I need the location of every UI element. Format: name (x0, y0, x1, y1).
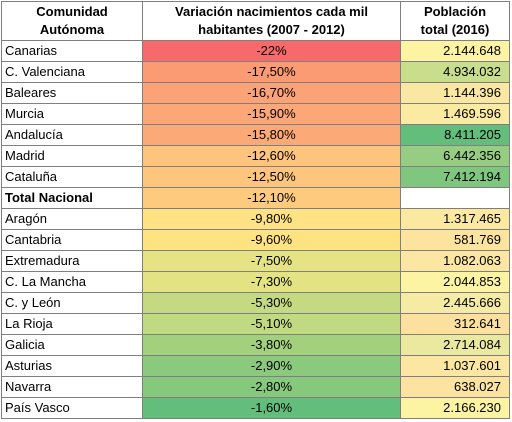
cell-variacion: -12,60% (142, 145, 401, 167)
table-body: Canarias -22% 2.144.648 C. Valenciana -17,50… (1, 40, 510, 419)
table-row: Canarias -22% 2.144.648 (1, 40, 510, 62)
cell-variacion: -1,60% (142, 397, 401, 419)
cell-poblacion: 581.769 (400, 229, 510, 251)
cell-poblacion: 638.027 (400, 376, 510, 398)
table-row: País Vasco -1,60% 2.166.230 (1, 397, 510, 419)
cell-variacion: -15,80% (142, 124, 401, 146)
cell-poblacion: 8.411.205 (400, 124, 510, 146)
header-comunidad: Comunidad Autónoma (1, 1, 143, 41)
table-row: Extremadura -7,50% 1.082.063 (1, 250, 510, 272)
header-poblacion: Población total (2016) (400, 1, 510, 41)
cell-variacion: -9,60% (142, 229, 401, 251)
cell-variacion: -5,30% (142, 292, 401, 314)
cell-comunidad: Murcia (1, 103, 143, 125)
cell-comunidad: País Vasco (1, 397, 143, 419)
header-row: Comunidad Autónoma Variación nacimientos … (1, 1, 510, 41)
cell-comunidad: C. y León (1, 292, 143, 314)
cell-comunidad: Extremadura (1, 250, 143, 272)
table-row: La Rioja -5,10% 312.641 (1, 313, 510, 335)
header-poblacion-text: Población total (2016) (420, 4, 490, 37)
cell-poblacion: 1.469.596 (400, 103, 510, 125)
cell-comunidad: Andalucía (1, 124, 143, 146)
cell-poblacion: 2.044.853 (400, 271, 510, 293)
cell-variacion: -7,30% (142, 271, 401, 293)
cell-comunidad: C. La Mancha (1, 271, 143, 293)
cell-poblacion: 7.412.194 (400, 166, 510, 188)
header-variacion: Variación nacimientos cada mil habitantes… (142, 1, 401, 41)
table-row: Asturias -2,90% 1.037.601 (1, 355, 510, 377)
cell-poblacion: 2.144.648 (400, 40, 510, 62)
cell-poblacion (400, 187, 510, 209)
cell-poblacion: 1.082.063 (400, 250, 510, 272)
cell-comunidad: La Rioja (1, 313, 143, 335)
cell-variacion: -7,50% (142, 250, 401, 272)
cell-variacion: -5,10% (142, 313, 401, 335)
header-variacion-text: Variación nacimientos cada mil habitantes… (175, 4, 368, 37)
cell-variacion: -9,80% (142, 208, 401, 230)
cell-poblacion: 1.037.601 (400, 355, 510, 377)
cell-poblacion: 1.317.465 (400, 208, 510, 230)
cell-variacion: -2,80% (142, 376, 401, 398)
table-row: C. y León -5,30% 2.445.666 (1, 292, 510, 314)
cell-comunidad: Asturias (1, 355, 143, 377)
cell-variacion: -15,90% (142, 103, 401, 125)
cell-comunidad: Baleares (1, 82, 143, 104)
cell-variacion: -22% (142, 40, 401, 62)
cell-comunidad: Navarra (1, 376, 143, 398)
cell-comunidad: Total Nacional (1, 187, 143, 209)
cell-comunidad: Aragón (1, 208, 143, 230)
table-row: Baleares -16,70% 1.144.396 (1, 82, 510, 104)
cell-variacion: -3,80% (142, 334, 401, 356)
cell-poblacion: 1.144.396 (400, 82, 510, 104)
cell-comunidad: C. Valenciana (1, 61, 143, 83)
table-row: C. Valenciana -17,50% 4.934.032 (1, 61, 510, 83)
cell-comunidad: Cantabria (1, 229, 143, 251)
table-row: Cantabria -9,60% 581.769 (1, 229, 510, 251)
cell-variacion: -17,50% (142, 61, 401, 83)
header-comunidad-text: Comunidad Autónoma (36, 4, 108, 37)
table-row: Total Nacional -12,10% (1, 187, 510, 209)
cell-poblacion: 2.166.230 (400, 397, 510, 419)
cell-variacion: -12,10% (142, 187, 401, 209)
cell-comunidad: Canarias (1, 40, 143, 62)
table-row: Madrid -12,60% 6.442.356 (1, 145, 510, 167)
table-row: Navarra -2,80% 638.027 (1, 376, 510, 398)
cell-comunidad: Cataluña (1, 166, 143, 188)
cell-comunidad: Galicia (1, 334, 143, 356)
cell-comunidad: Madrid (1, 145, 143, 167)
table-row: Aragón -9,80% 1.317.465 (1, 208, 510, 230)
cell-poblacion: 4.934.032 (400, 61, 510, 83)
cell-poblacion: 6.442.356 (400, 145, 510, 167)
table-row: Andalucía -15,80% 8.411.205 (1, 124, 510, 146)
cell-variacion: -12,50% (142, 166, 401, 188)
table-row: C. La Mancha -7,30% 2.044.853 (1, 271, 510, 293)
cell-variacion: -16,70% (142, 82, 401, 104)
cell-variacion: -2,90% (142, 355, 401, 377)
cell-poblacion: 312.641 (400, 313, 510, 335)
cell-poblacion: 2.445.666 (400, 292, 510, 314)
table-row: Murcia -15,90% 1.469.596 (1, 103, 510, 125)
cell-poblacion: 2.714.084 (400, 334, 510, 356)
table-row: Galicia -3,80% 2.714.084 (1, 334, 510, 356)
table-row: Cataluña -12,50% 7.412.194 (1, 166, 510, 188)
